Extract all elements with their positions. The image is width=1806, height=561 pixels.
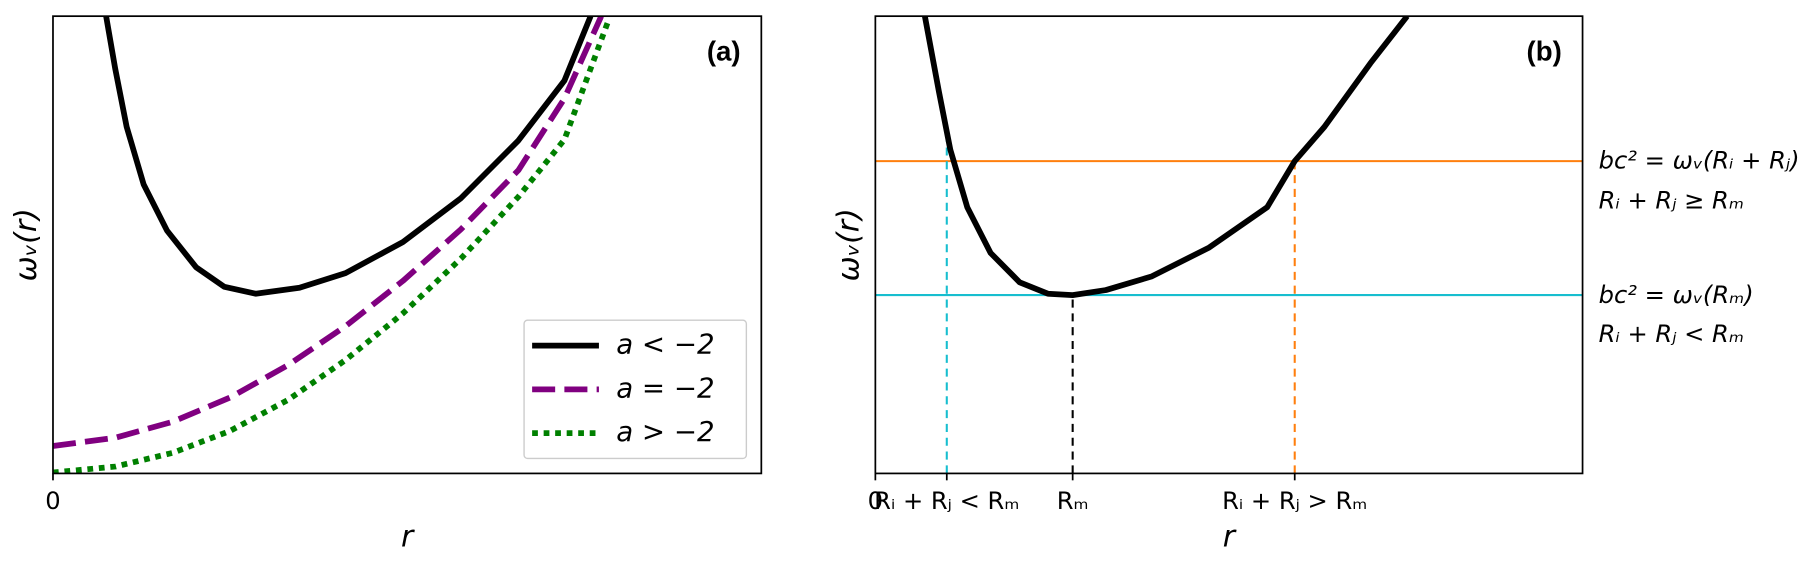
annotation: Rᵢ + Rⱼ ≥ Rₘ [1599, 187, 1744, 215]
panel-label: (a) [707, 35, 741, 66]
panel-label: (b) [1527, 35, 1562, 66]
annotation: bc² = ωᵥ(Rᵢ + Rⱼ) [1599, 146, 1800, 174]
x-tick-label: 0 [45, 487, 60, 515]
curve [103, 16, 594, 297]
plot-area [875, 16, 1583, 474]
x-tick-label: Rᵢ + Rⱼ > Rₘ [1222, 487, 1367, 515]
annotation: Rᵢ + Rⱼ < Rₘ [1599, 320, 1744, 348]
x-tick-label: Rₘ [1057, 487, 1089, 515]
curve [52, 19, 612, 474]
plot-area [52, 16, 612, 474]
legend-box [523, 319, 748, 460]
x-axis-label: r [1223, 519, 1237, 554]
legend-label: a < −2 [616, 328, 714, 361]
axes-frame [874, 15, 1584, 475]
y-axis-label: ωᵥ(r) [832, 208, 867, 281]
x-axis-label: r [401, 519, 415, 554]
annotation: bc² = ωᵥ(Rₘ) [1599, 281, 1754, 309]
x-tick-label: Rᵢ + Rⱼ < Rₘ [874, 487, 1019, 515]
y-axis-label: ωᵥ(r) [9, 208, 44, 281]
legend-label: a = −2 [616, 371, 714, 404]
curve [52, 16, 604, 449]
x-tick-label: 0 [868, 487, 883, 515]
legend-label: a > −2 [616, 415, 714, 448]
axes-frame [52, 15, 763, 475]
curve [922, 16, 1410, 298]
